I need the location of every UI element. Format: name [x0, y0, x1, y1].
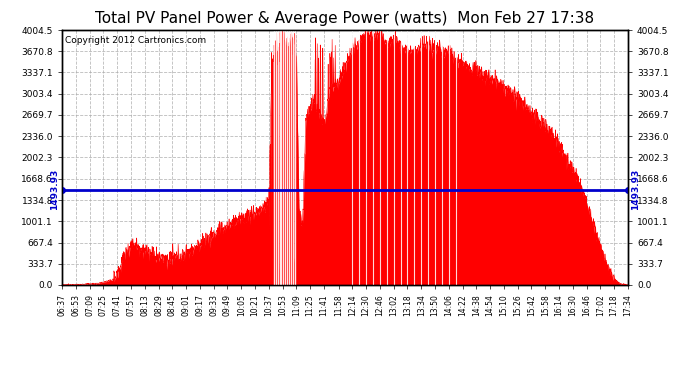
- Text: 1493.93: 1493.93: [50, 169, 59, 210]
- Text: Copyright 2012 Cartronics.com: Copyright 2012 Cartronics.com: [65, 36, 206, 45]
- Text: Total PV Panel Power & Average Power (watts)  Mon Feb 27 17:38: Total PV Panel Power & Average Power (wa…: [95, 11, 595, 26]
- Text: 1493.93: 1493.93: [631, 169, 640, 210]
